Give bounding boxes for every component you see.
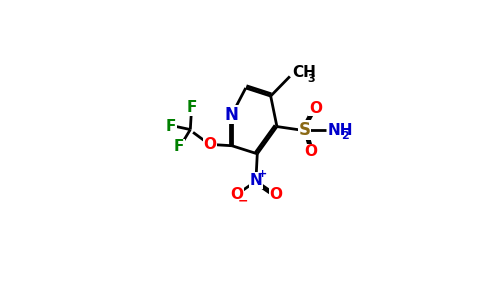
- Text: S: S: [299, 121, 311, 139]
- Text: O: O: [304, 145, 318, 160]
- Text: F: F: [186, 100, 197, 115]
- Text: O: O: [203, 137, 216, 152]
- Text: NH: NH: [328, 122, 353, 137]
- Text: N: N: [225, 106, 239, 124]
- Text: O: O: [269, 187, 282, 202]
- Text: 2: 2: [342, 131, 349, 141]
- Text: O: O: [309, 100, 322, 116]
- Text: N: N: [250, 173, 262, 188]
- Text: F: F: [174, 140, 184, 154]
- Text: −: −: [238, 195, 249, 208]
- Text: O: O: [230, 187, 243, 202]
- Text: CH: CH: [293, 65, 317, 80]
- Text: F: F: [166, 118, 176, 134]
- Text: +: +: [258, 169, 267, 179]
- Text: 3: 3: [307, 74, 315, 84]
